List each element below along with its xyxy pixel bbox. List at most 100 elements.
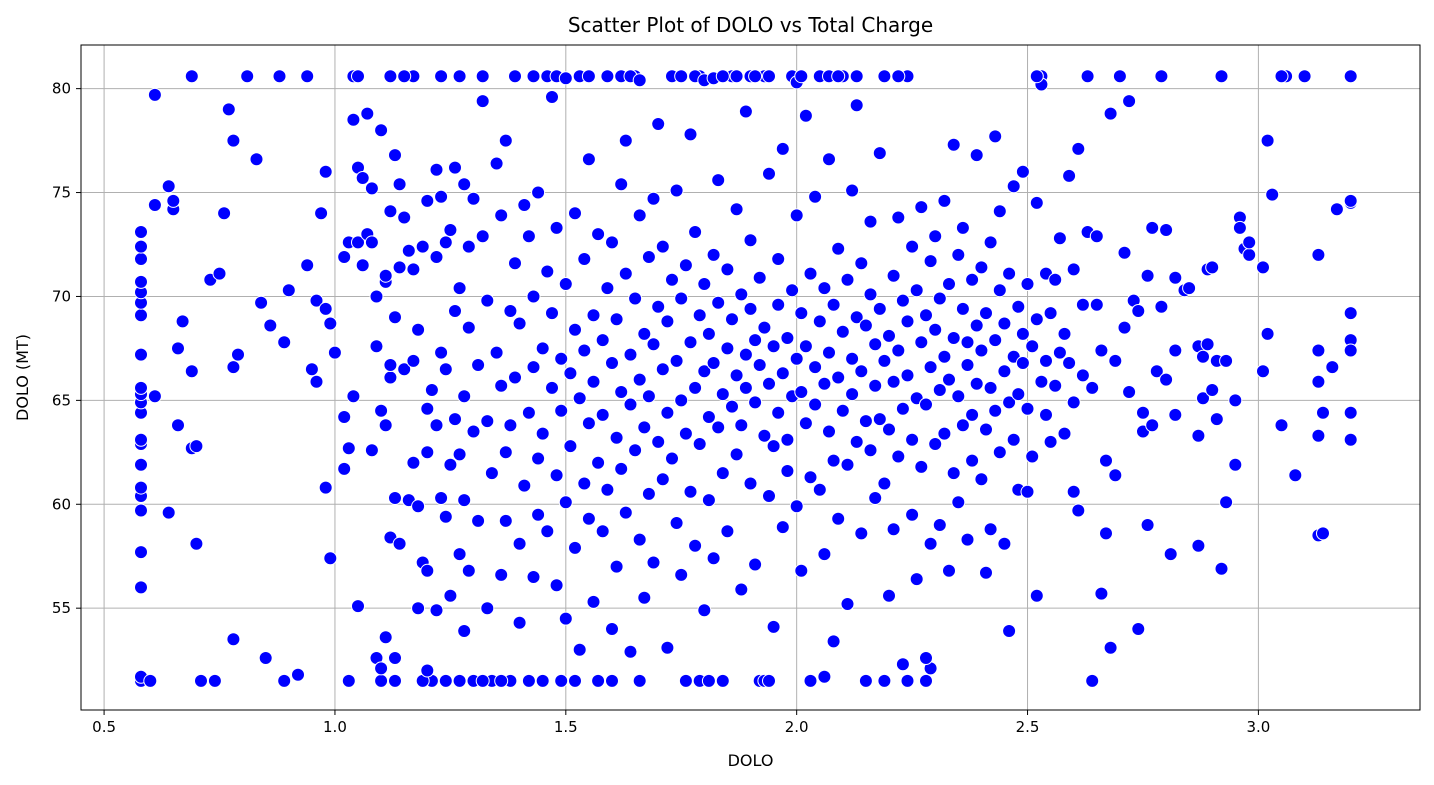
scatter-point [434,69,449,84]
scatter-point [457,624,472,638]
scatter-point [388,148,402,163]
scatter-point [480,601,495,616]
scatter-point [637,420,652,435]
scatter-point [531,507,546,522]
scatter-point [392,536,407,551]
scatter-point [946,466,961,481]
scatter-point [1325,360,1340,375]
scatter-point [614,385,629,399]
scatter-point [184,69,199,84]
scatter-point [558,277,573,291]
scatter-point [969,318,984,333]
scatter-point [134,480,148,495]
scatter-point [369,289,384,304]
scatter-point [798,108,813,123]
scatter-point [1228,393,1243,408]
scatter-point [983,522,998,537]
scatter-point [526,289,541,304]
scatter-point [595,524,610,539]
scatter-point [388,310,402,325]
scatter-point [720,262,735,277]
scatter-point [942,277,956,291]
scatter-point [374,123,389,138]
scatter-point [406,262,421,277]
scatter-point [900,673,915,688]
scatter-point [605,622,619,636]
y-tick-label: 60 [52,495,71,513]
scatter-point [383,69,398,84]
x-tick-label: 1.5 [554,718,578,736]
scatter-point [1015,164,1030,179]
scatter-point [1071,141,1086,156]
scatter-point [194,673,208,688]
scatter-point [715,673,730,688]
scatter-point [748,333,763,348]
scatter-point [1029,312,1044,327]
scatter-point [318,480,333,495]
scatter-point [974,472,989,487]
scatter-point [134,432,148,447]
scatter-point [388,491,402,505]
scatter-point [762,69,776,84]
scatter-point [789,208,804,223]
scatter-point [743,301,758,316]
scatter-point [1154,299,1169,314]
scatter-point [337,410,352,424]
scatter-point [803,673,818,688]
scatter-point [831,69,846,84]
scatter-point [623,644,638,659]
scatter-point [780,432,795,447]
scatter-point [563,439,578,454]
scatter-point [794,385,809,399]
scatter-point [466,191,481,206]
scatter-point [184,364,199,379]
scatter-point [558,611,573,626]
scatter-point [1112,69,1127,84]
scatter-point [1099,526,1113,541]
scatter-point [364,181,379,196]
scatter-point [1020,401,1035,416]
scatter-point [849,434,864,449]
scatter-point [392,260,407,275]
scatter-point [406,353,421,368]
scatter-point [318,301,333,316]
scatter-point [914,200,929,215]
scatter-point [568,673,582,688]
scatter-point [683,127,698,142]
scatter-point [452,547,467,562]
scatter-point [581,152,596,167]
scatter-point [383,370,398,385]
scatter-point [434,491,449,505]
scatter-point [849,69,864,84]
scatter-point [600,69,615,84]
scatter-point [1089,297,1104,312]
scatter-point [508,256,522,271]
scatter-point [1117,245,1132,260]
scatter-point [323,551,338,566]
scatter-point [775,141,790,156]
scatter-point [1089,229,1104,244]
scatter-point [1316,405,1330,420]
scatter-point [1080,69,1095,84]
scatter-point [706,356,721,370]
scatter-point [1191,538,1206,553]
scatter-point [554,403,569,418]
scatter-point [743,476,758,491]
scatter-point [803,266,818,281]
scatter-point [895,401,910,416]
scatter-point [221,102,236,117]
scatter-point [1039,407,1053,422]
scatter-point [854,256,869,271]
scatter-point [766,439,781,454]
scatter-point [531,451,546,466]
scatter-point [549,220,564,235]
scatter-point [822,424,836,439]
scatter-point [715,387,730,402]
scatter-point [1265,187,1280,202]
y-tick-label: 70 [52,287,71,305]
scatter-point [752,358,767,372]
scatter-point [669,516,684,530]
scatter-point [346,112,361,127]
scatter-point [484,466,499,481]
